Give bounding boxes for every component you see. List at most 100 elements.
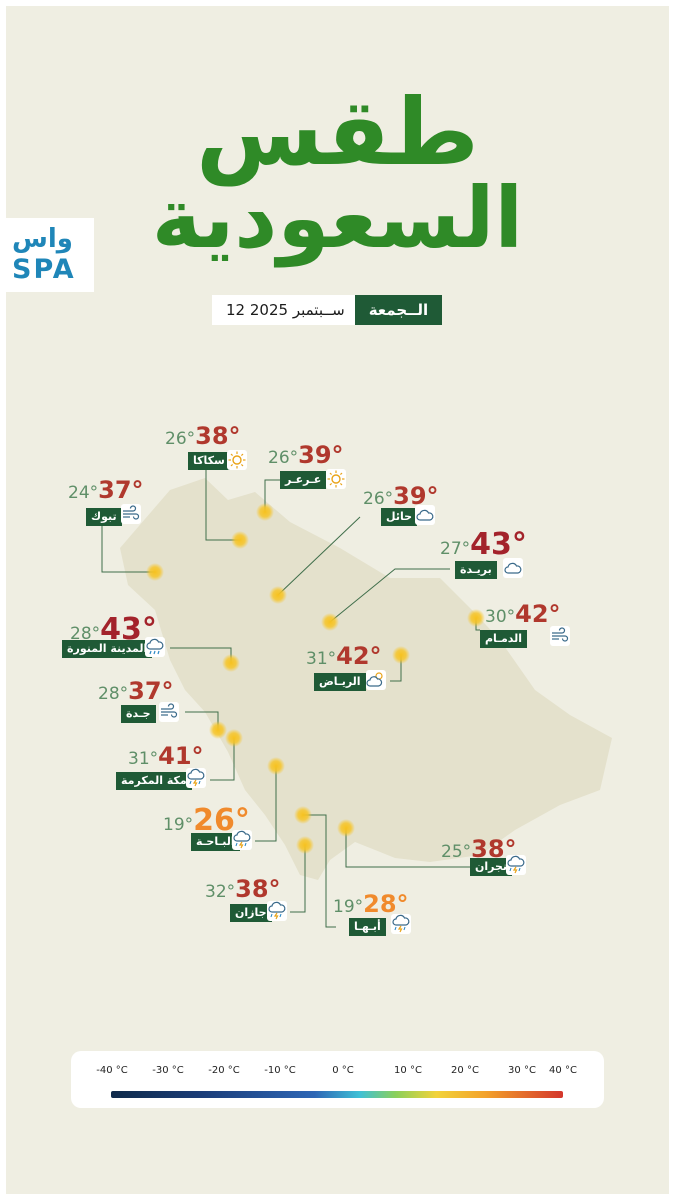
- min-temperature: 26°: [363, 489, 394, 509]
- city-markers: [146, 503, 485, 854]
- connector-line: [101, 518, 155, 573]
- min-temperature: 31°: [306, 649, 337, 669]
- date-label: 12 ســبتمبر 2025: [212, 295, 355, 325]
- partly-cloudy-icon: [366, 670, 386, 690]
- cloud-rain-icon: [145, 637, 165, 657]
- spa-logo: واس SPA: [0, 218, 94, 292]
- connector-line: [255, 766, 277, 842]
- scale-tick-label: 0 °C: [332, 1065, 354, 1076]
- min-temperature: 24°: [68, 483, 99, 503]
- min-temperature: 28°: [98, 684, 129, 704]
- storm-icon: [232, 830, 252, 850]
- city-temperatures: 28°37°: [98, 677, 174, 705]
- page-title-line-1: طقس: [196, 79, 479, 186]
- page-title-line-2: السعودية: [151, 169, 524, 267]
- city-temperatures: 32°38°: [205, 875, 281, 903]
- scale-tick-label: -30 °C: [152, 1065, 184, 1076]
- city-name-tag: بريـدة: [455, 561, 497, 579]
- min-temperature: 19°: [333, 897, 364, 917]
- city-name-tag: المدينة المنورة: [62, 640, 153, 658]
- logo-arabic-text: واس: [12, 224, 73, 254]
- scale-tick-label: 30 °C: [508, 1065, 536, 1076]
- city-marker-dot[interactable]: [296, 836, 314, 854]
- min-temperature: 25°: [441, 842, 472, 862]
- city-temperatures: 24°37°: [68, 476, 144, 504]
- connector-line: [329, 568, 450, 623]
- connector-line: [205, 470, 240, 541]
- city-marker-dot[interactable]: [146, 563, 164, 581]
- city-temperatures: 26°38°: [165, 422, 241, 450]
- max-temperature: 28°: [363, 890, 409, 918]
- city-name-tag: عـرعـر: [280, 471, 327, 489]
- min-temperature: 27°: [440, 539, 471, 559]
- city-temperatures: 31°41°: [128, 742, 204, 770]
- city-name-tag: نجران: [470, 858, 513, 876]
- city-marker-dot[interactable]: [321, 613, 339, 631]
- storm-icon: [267, 901, 287, 921]
- city-marker-dot[interactable]: [294, 806, 312, 824]
- max-temperature: 43°: [470, 527, 527, 562]
- min-temperature: 26°: [165, 429, 196, 449]
- city-marker-dot[interactable]: [256, 503, 274, 521]
- city-temperatures: 31°42°: [306, 642, 382, 670]
- connector-line: [303, 814, 336, 928]
- city-marker-dot[interactable]: [337, 819, 355, 837]
- city-marker-dot[interactable]: [209, 721, 227, 739]
- max-temperature: 38°: [195, 422, 241, 450]
- scale-tick-label: 10 °C: [394, 1065, 422, 1076]
- sun-icon: [227, 450, 247, 470]
- sun-icon: [326, 469, 346, 489]
- wind-icon: [550, 626, 570, 646]
- city-name-tag: مكة المكرمة: [116, 772, 192, 790]
- city-temperatures: 26°39°: [268, 441, 344, 469]
- max-temperature: 41°: [158, 742, 204, 770]
- city-name-tag: جـدة: [121, 705, 156, 723]
- cloud-icon: [415, 505, 435, 525]
- scale-tick-label: 40 °C: [549, 1065, 577, 1076]
- city-marker-dot[interactable]: [225, 729, 243, 747]
- city-temperatures: 27°43°: [440, 527, 527, 562]
- city-name-tag: حائل: [381, 508, 418, 526]
- cloud-icon: [503, 558, 523, 578]
- city-name-tag: الريـاض: [314, 673, 366, 691]
- max-temperature: 42°: [515, 600, 561, 628]
- city-marker-dot[interactable]: [267, 757, 285, 775]
- connector-line: [345, 828, 470, 868]
- city-marker-dot[interactable]: [269, 586, 287, 604]
- max-temperature: 37°: [128, 677, 174, 705]
- scale-tick-label: 20 °C: [451, 1065, 479, 1076]
- storm-icon: [391, 914, 411, 934]
- wind-icon: [121, 504, 141, 524]
- min-temperature: 26°: [268, 448, 299, 468]
- city-name-tag: سكاكا: [188, 452, 230, 470]
- min-temperature: 32°: [205, 882, 236, 902]
- max-temperature: 42°: [336, 642, 382, 670]
- storm-icon: [186, 768, 206, 788]
- logo-latin-text: SPA: [12, 254, 76, 285]
- city-name-tag: الدمـام: [480, 630, 528, 648]
- city-name-tag: تبوك: [86, 508, 122, 526]
- day-label: الــجمعة: [354, 295, 443, 325]
- storm-icon: [506, 855, 526, 875]
- city-name-tag: البـاحـة: [191, 833, 240, 851]
- max-temperature: 39°: [298, 441, 344, 469]
- temperature-scale-labels: -40 °C -30 °C -20 °C -10 °C 0 °C 10 °C 20 °C 30…: [71, 1065, 604, 1079]
- wind-icon: [159, 702, 179, 722]
- max-temperature: 37°: [98, 476, 144, 504]
- city-marker-dot[interactable]: [467, 609, 485, 627]
- city-marker-dot[interactable]: [392, 646, 410, 664]
- temperature-scale: -40 °C -30 °C -20 °C -10 °C 0 °C 10 °C 20 °C 30…: [71, 1051, 604, 1108]
- connector-line: [290, 845, 306, 913]
- scale-tick-label: -10 °C: [264, 1065, 296, 1076]
- city-marker-dot[interactable]: [222, 654, 240, 672]
- city-name-tag: أبـهـا: [349, 918, 386, 936]
- city-marker-dot[interactable]: [231, 531, 249, 549]
- min-temperature: 19°: [163, 815, 194, 835]
- min-temperature: 28°: [70, 624, 101, 644]
- temperature-gradient-bar: [111, 1091, 563, 1098]
- city-temperatures: 30°42°: [485, 600, 561, 628]
- scale-tick-label: -40 °C: [96, 1065, 128, 1076]
- scale-tick-label: -20 °C: [208, 1065, 240, 1076]
- connector-line: [277, 516, 361, 596]
